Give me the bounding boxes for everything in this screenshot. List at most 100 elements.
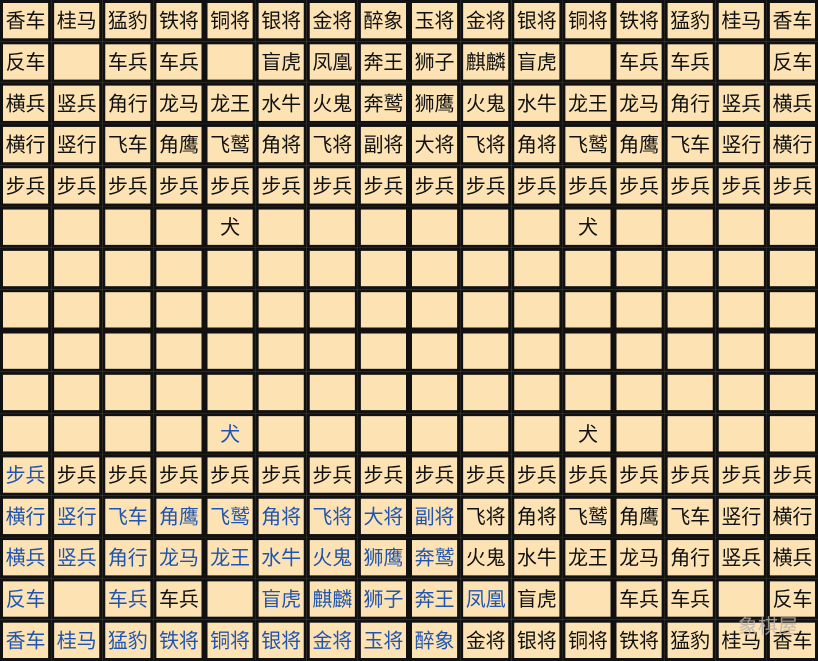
piece: 水牛 (261, 91, 301, 115)
piece: 步兵 (670, 174, 710, 198)
piece: 角鹰 (619, 504, 659, 528)
piece: 大将 (415, 133, 455, 157)
piece: 飞将 (466, 504, 506, 528)
cell (715, 82, 767, 124)
piece: 银将 (261, 9, 301, 33)
cell (153, 289, 205, 331)
cell (306, 619, 358, 661)
piece: 步兵 (312, 463, 352, 487)
cell (102, 619, 154, 661)
piece: 大将 (363, 504, 403, 528)
cell (715, 330, 767, 372)
cell (153, 247, 205, 290)
piece: 竖行 (57, 133, 97, 157)
piece: 飞将 (312, 133, 352, 157)
piece: 步兵 (108, 463, 148, 487)
piece: 飞将 (466, 133, 506, 157)
cell (0, 0, 52, 42)
cell (255, 123, 307, 166)
cell (153, 0, 205, 42)
cell (306, 578, 358, 620)
cell (664, 454, 716, 496)
cell (204, 413, 256, 455)
piece: 横行 (772, 504, 812, 528)
cell (511, 537, 563, 579)
cell (102, 0, 154, 42)
piece: 步兵 (670, 463, 710, 487)
cell (51, 578, 103, 620)
cell (306, 206, 358, 248)
piece: 奔鹫 (415, 546, 455, 570)
piece: 步兵 (721, 174, 761, 198)
piece: 竖兵 (57, 546, 97, 570)
cell (511, 619, 563, 661)
cell (51, 165, 103, 207)
watermark: 象棋屋 (738, 614, 798, 638)
piece: 桂马 (721, 9, 761, 33)
cell (102, 206, 154, 248)
piece: 金将 (312, 628, 352, 652)
cell (766, 247, 818, 290)
cell (153, 537, 205, 579)
cell (357, 41, 409, 83)
cell (766, 41, 818, 83)
piece: 竖兵 (721, 546, 761, 570)
cell (715, 537, 767, 579)
cell (766, 0, 818, 42)
cell (664, 206, 716, 248)
cell (460, 0, 512, 42)
cell (613, 413, 665, 455)
piece: 步兵 (261, 174, 301, 198)
cell (511, 0, 563, 42)
piece: 角鹰 (619, 133, 659, 157)
piece: 步兵 (363, 463, 403, 487)
cell (255, 454, 307, 496)
cell (664, 165, 716, 207)
cell (51, 247, 103, 290)
piece: 飞鹫 (210, 133, 250, 157)
cell (357, 454, 409, 496)
cell (562, 537, 614, 579)
cell (306, 289, 358, 331)
piece: 麒麟 (466, 50, 506, 74)
cell (613, 206, 665, 248)
cell (204, 165, 256, 207)
piece: 副将 (363, 133, 403, 157)
piece: 龙王 (568, 546, 608, 570)
piece: 铁将 (159, 9, 199, 33)
piece: 反车 (6, 50, 46, 74)
cell (715, 41, 767, 83)
cell (664, 0, 716, 42)
piece: 火鬼 (466, 546, 506, 570)
piece: 龙马 (159, 546, 199, 570)
cell (357, 82, 409, 124)
piece: 盲虎 (517, 50, 557, 74)
piece: 奔鹫 (363, 91, 403, 115)
cell (357, 371, 409, 414)
cell (51, 619, 103, 661)
cell (460, 413, 512, 455)
piece: 步兵 (108, 174, 148, 198)
cell (102, 413, 154, 455)
cell (511, 165, 563, 207)
cell (306, 82, 358, 124)
piece: 横行 (772, 133, 812, 157)
cell (460, 495, 512, 538)
cell (306, 165, 358, 207)
cell (613, 0, 665, 42)
piece: 玉将 (363, 628, 403, 652)
cell (766, 123, 818, 166)
piece: 桂马 (57, 9, 97, 33)
piece: 猛豹 (108, 628, 148, 652)
cell (255, 247, 307, 290)
cell (460, 330, 512, 372)
piece: 角鹰 (159, 133, 199, 157)
piece: 车兵 (619, 50, 659, 74)
piece: 车兵 (108, 50, 148, 74)
cell (715, 289, 767, 331)
cell (255, 413, 307, 455)
cell (204, 289, 256, 331)
cell (766, 454, 818, 496)
piece: 步兵 (721, 463, 761, 487)
piece: 步兵 (772, 463, 812, 487)
